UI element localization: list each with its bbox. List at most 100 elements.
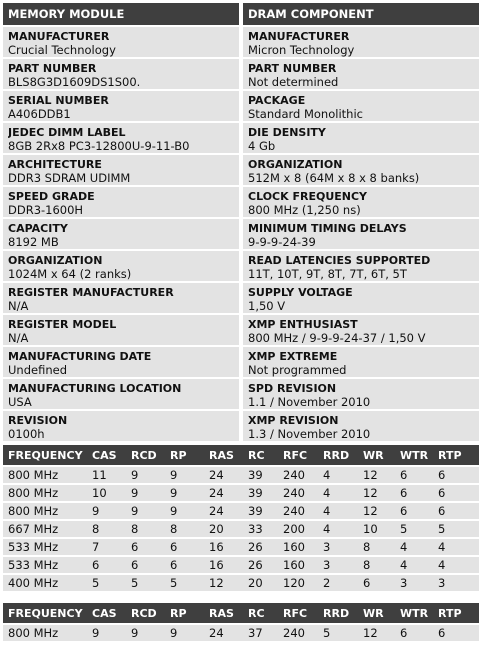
jedec-table-cell: 3 — [395, 575, 433, 591]
jedec-table-cell: 9 — [165, 485, 204, 501]
jedec-table-cell: 2 — [318, 575, 358, 591]
jedec-column-header: RRD — [318, 445, 358, 465]
module-field-value: DDR3 SDRAM UDIMM — [8, 171, 131, 185]
jedec-table-cell: 6 — [433, 485, 479, 501]
module-field-label: REGISTER MODEL — [8, 318, 117, 331]
jedec-table-row: 800 MHz 9 9 9 24 39 240 4 12 6 6 — [3, 503, 479, 519]
component-field: PART NUMBER Not determined — [243, 59, 479, 89]
component-field-value: Not programmed — [248, 363, 347, 377]
spec-grid: MEMORY MODULE DRAM COMPONENT MANUFACTURE… — [3, 3, 479, 441]
module-field: SPEED GRADE DDR3-1600H — [3, 187, 239, 217]
xmp-column-header: RTP — [433, 603, 479, 623]
jedec-table-cell: 400 MHz — [3, 575, 87, 591]
component-field: XMP REVISION 1.3 / November 2010 — [243, 411, 479, 441]
module-field: ARCHITECTURE DDR3 SDRAM UDIMM — [3, 155, 239, 185]
component-field-label: XMP EXTREME — [248, 350, 338, 363]
module-field-label: MANUFACTURING LOCATION — [8, 382, 182, 395]
jedec-table-cell: 6 — [395, 485, 433, 501]
component-field-label: ORGANIZATION — [248, 158, 343, 171]
jedec-table-cell: 5 — [395, 521, 433, 537]
jedec-table-cell: 16 — [204, 557, 243, 573]
module-field-label: MANUFACTURER — [8, 30, 110, 43]
component-field: XMP EXTREME Not programmed — [243, 347, 479, 377]
component-field: READ LATENCIES SUPPORTED 11T, 10T, 9T, 8T… — [243, 251, 479, 281]
module-field-value: USA — [8, 395, 32, 409]
component-field-label: READ LATENCIES SUPPORTED — [248, 254, 431, 267]
module-field-value: 0100h — [8, 427, 45, 441]
jedec-table-cell: 6 — [126, 539, 165, 555]
dram-component-header: DRAM COMPONENT — [243, 3, 479, 25]
xmp-table-cell: 37 — [243, 625, 278, 641]
module-field-label: MANUFACTURING DATE — [8, 350, 152, 363]
xmp-header-row: FREQUENCY CAS RCD RP RAS RC RFC RRD WR WTR RTP — [3, 603, 479, 623]
jedec-table-cell: 200 — [278, 521, 318, 537]
jedec-column-header: RFC — [278, 445, 318, 465]
jedec-table-cell: 24 — [204, 503, 243, 519]
jedec-table-cell: 11 — [87, 467, 126, 483]
jedec-table-cell: 9 — [126, 503, 165, 519]
jedec-table-cell: 4 — [395, 539, 433, 555]
xmp-column-header: WR — [358, 603, 395, 623]
component-field: DIE DENSITY 4 Gb — [243, 123, 479, 153]
component-field-label: SUPPLY VOLTAGE — [248, 286, 353, 299]
jedec-table-cell: 9 — [126, 467, 165, 483]
jedec-table-row: 533 MHz 6 6 6 16 26 160 3 8 4 4 — [3, 557, 479, 573]
xmp-table-cell: 5 — [318, 625, 358, 641]
jedec-column-header: RP — [165, 445, 204, 465]
component-field-value: 11T, 10T, 9T, 8T, 7T, 6T, 5T — [248, 267, 407, 281]
xmp-column-header: WTR — [395, 603, 433, 623]
jedec-table-cell: 10 — [87, 485, 126, 501]
jedec-table-cell: 6 — [126, 557, 165, 573]
module-field-value: DDR3-1600H — [8, 203, 84, 217]
component-field-value: 1.1 / November 2010 — [248, 395, 371, 409]
xmp-column-header: RCD — [126, 603, 165, 623]
jedec-table-cell: 4 — [318, 521, 358, 537]
module-field-value: 1024M x 64 (2 ranks) — [8, 267, 132, 281]
component-field-label: DIE DENSITY — [248, 126, 326, 139]
module-field: REVISION 0100h — [3, 411, 239, 441]
component-field-value: 1.3 / November 2010 — [248, 427, 371, 441]
component-field: MINIMUM TIMING DELAYS 9-9-9-24-39 — [243, 219, 479, 249]
component-field-value: 512M x 8 (64M x 8 x 8 banks) — [248, 171, 420, 185]
component-field-label: CLOCK FREQUENCY — [248, 190, 368, 203]
component-field: MANUFACTURER Micron Technology — [243, 27, 479, 57]
jedec-table-cell: 667 MHz — [3, 521, 87, 537]
xmp-table-cell: 12 — [358, 625, 395, 641]
jedec-table-cell: 39 — [243, 503, 278, 519]
jedec-table-cell: 9 — [87, 503, 126, 519]
xmp-table-cell: 9 — [126, 625, 165, 641]
xmp-table-cell: 24 — [204, 625, 243, 641]
module-field-value: N/A — [8, 331, 29, 345]
jedec-table-cell: 120 — [278, 575, 318, 591]
module-field-label: CAPACITY — [8, 222, 68, 235]
jedec-column-header: WR — [358, 445, 395, 465]
xmp-column-header: RRD — [318, 603, 358, 623]
jedec-table-cell: 10 — [358, 521, 395, 537]
component-field-label: MANUFACTURER — [248, 30, 350, 43]
jedec-table-cell: 4 — [433, 539, 479, 555]
module-field-label: ORGANIZATION — [8, 254, 103, 267]
module-field-label: REGISTER MANUFACTURER — [8, 286, 174, 299]
jedec-table-cell: 533 MHz — [3, 557, 87, 573]
jedec-table-cell: 7 — [87, 539, 126, 555]
component-field-value: Micron Technology — [248, 43, 355, 57]
component-field: ORGANIZATION 512M x 8 (64M x 8 x 8 banks) — [243, 155, 479, 185]
module-field-value: BLS8G3D1609DS1S00. — [8, 75, 141, 89]
jedec-table-cell: 4 — [433, 557, 479, 573]
jedec-table-cell: 4 — [395, 557, 433, 573]
spd-info-panel: MEMORY MODULE DRAM COMPONENT MANUFACTURE… — [3, 3, 479, 643]
jedec-table-cell: 240 — [278, 485, 318, 501]
xmp-table-cell: 240 — [278, 625, 318, 641]
component-field: SUPPLY VOLTAGE 1,50 V — [243, 283, 479, 313]
jedec-table-cell: 800 MHz — [3, 503, 87, 519]
jedec-table-cell: 5 — [165, 575, 204, 591]
jedec-table-cell: 8 — [87, 521, 126, 537]
jedec-column-header: RTP — [433, 445, 479, 465]
jedec-table-cell: 5 — [433, 521, 479, 537]
jedec-table-cell: 3 — [433, 575, 479, 591]
jedec-table-cell: 39 — [243, 467, 278, 483]
memory-module-header: MEMORY MODULE — [3, 3, 239, 25]
jedec-table-cell: 3 — [318, 557, 358, 573]
module-field: MANUFACTURING LOCATION USA — [3, 379, 239, 409]
module-field-value: 8192 MB — [8, 235, 59, 249]
